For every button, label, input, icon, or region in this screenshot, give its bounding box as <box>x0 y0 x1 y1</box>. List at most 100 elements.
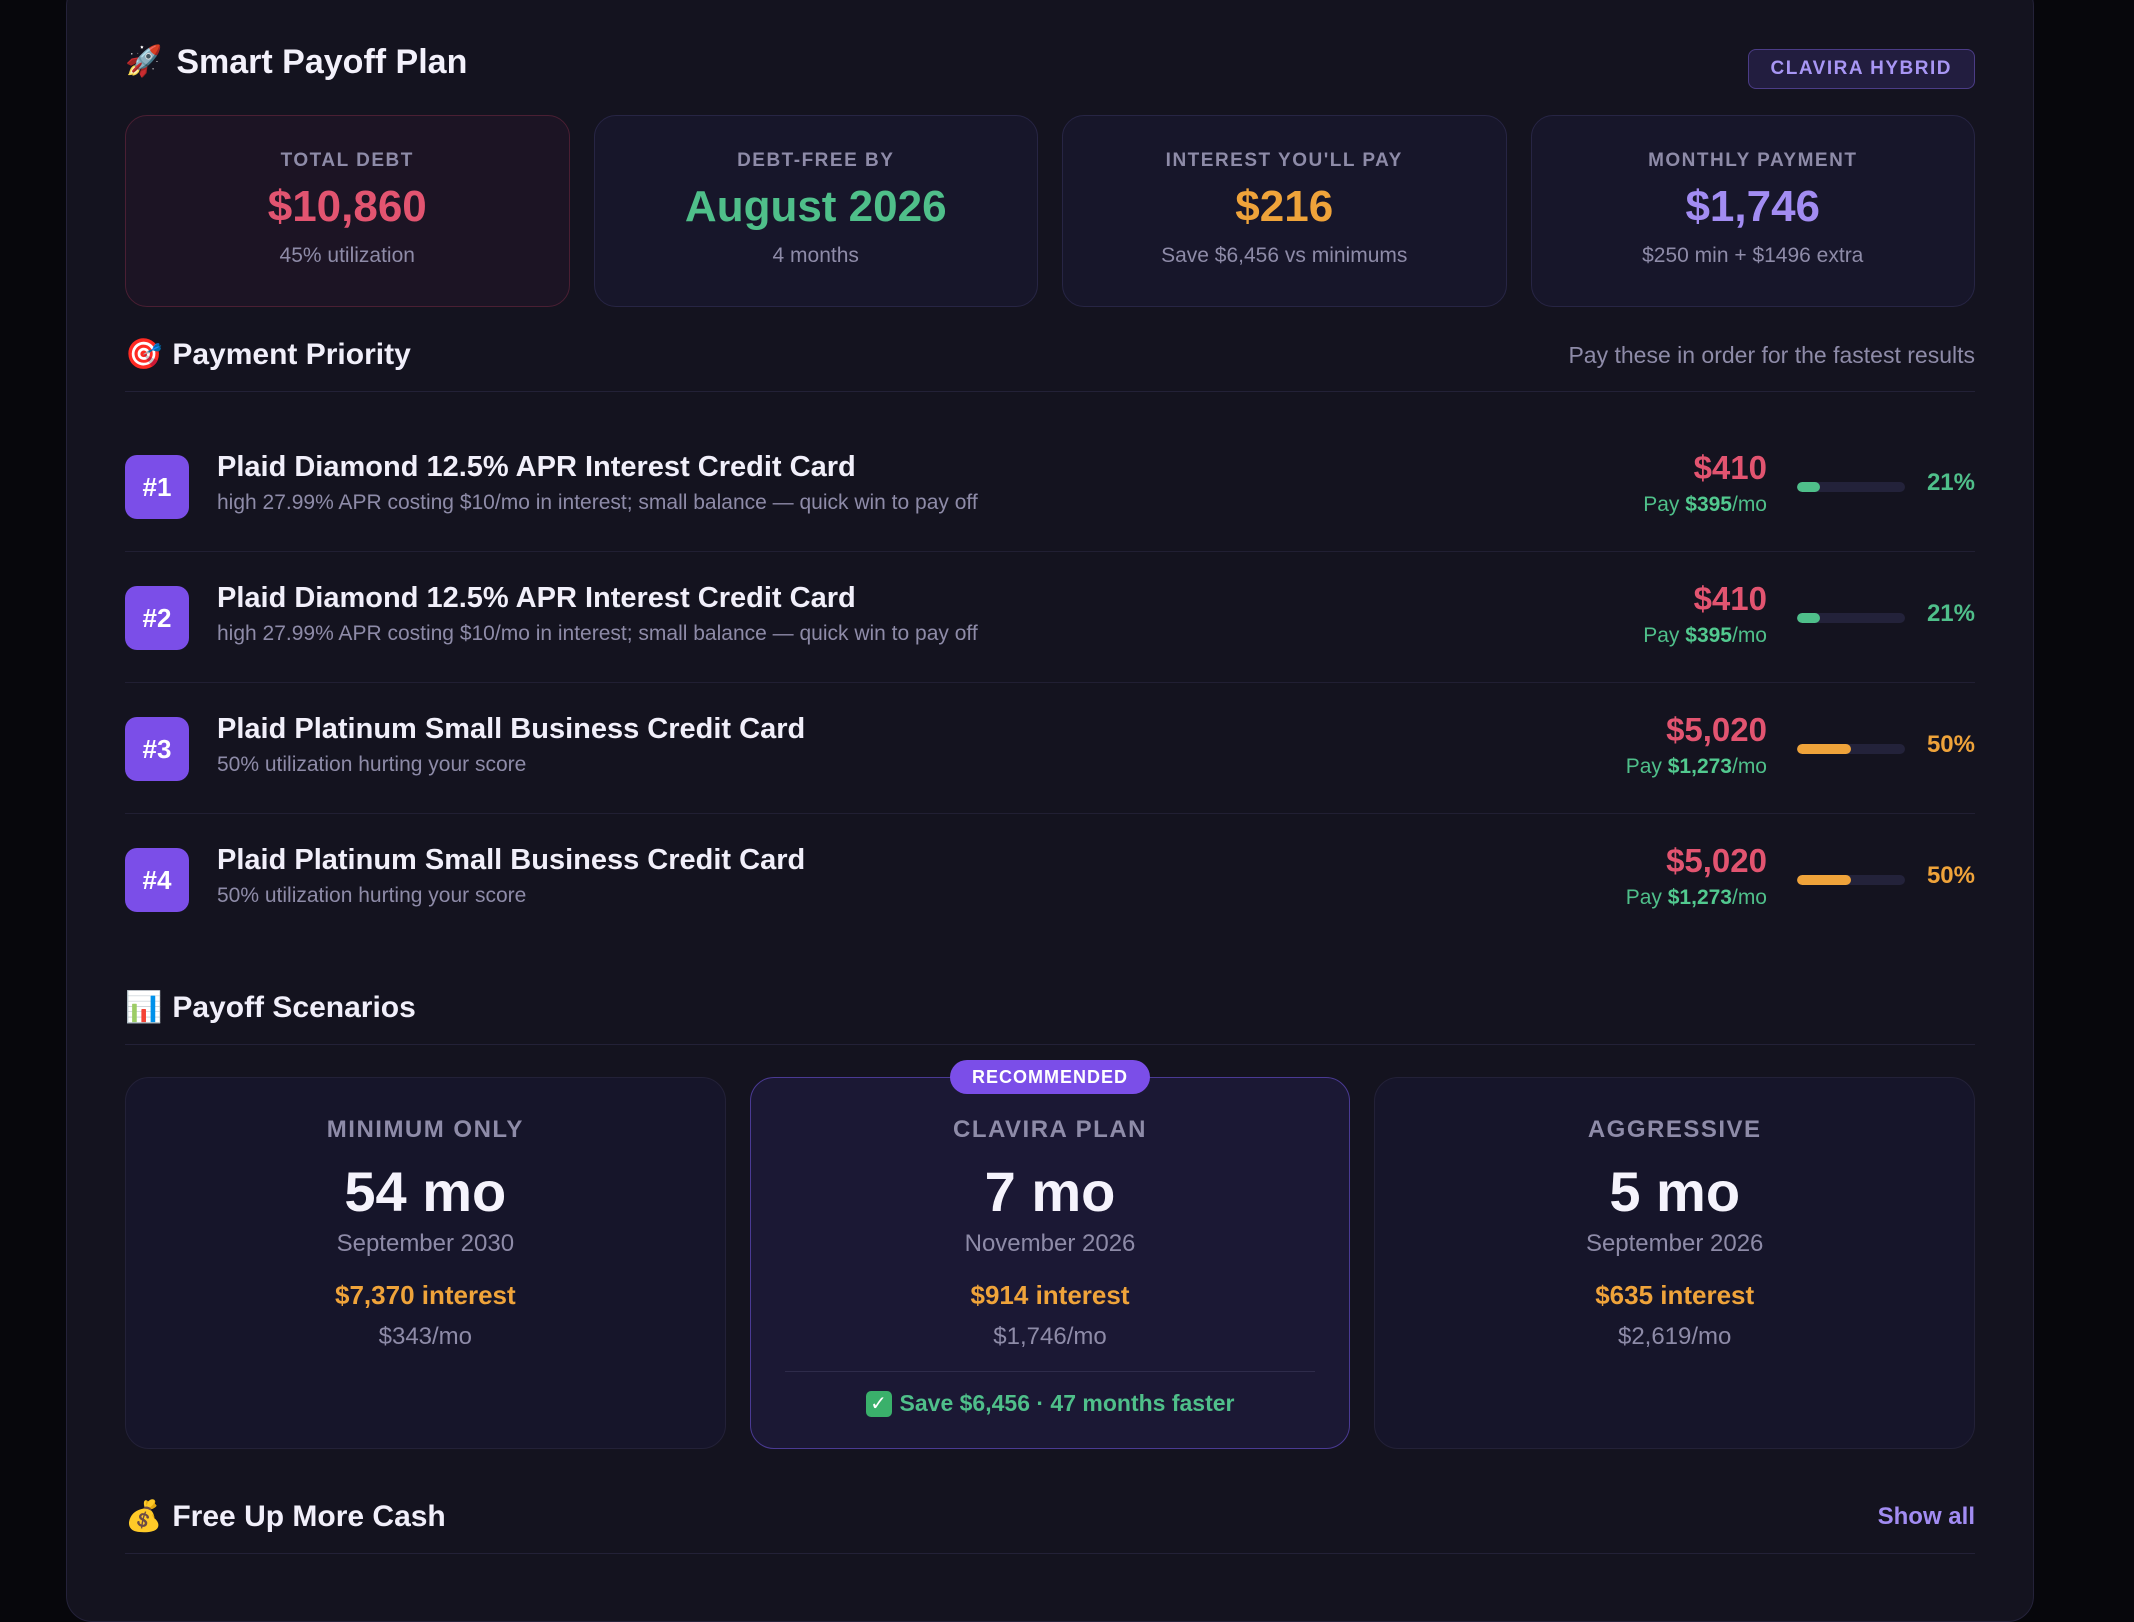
account-reason: 50% utilization hurting your score <box>217 884 527 907</box>
scenario-duration: 7 mo <box>984 1160 1116 1223</box>
stat-value: August 2026 <box>684 182 947 231</box>
show-all-link[interactable]: Show all <box>1877 1503 1975 1530</box>
scenario-label: AGGRESSIVE <box>1587 1116 1762 1143</box>
stat-subtext: Save $6,456 vs minimums <box>1161 244 1408 267</box>
rocket-icon: 🚀 <box>125 45 163 78</box>
check-icon: ✓ <box>865 1390 892 1417</box>
suggested-payment: Pay $395/mo <box>1643 493 1767 517</box>
section-title: 🎯 Payment Priority <box>125 331 411 379</box>
pay-amount: $1,273 <box>1667 755 1732 778</box>
scenario-monthly: $1,746/mo <box>993 1323 1107 1350</box>
scenario-payoff-date: September 2030 <box>336 1230 515 1257</box>
bar-chart-icon: 📊 <box>125 991 163 1024</box>
stat-cards: TOTAL DEBT $10,860 45% utilization DEBT-… <box>125 115 1975 307</box>
scenario-interest: $7,370 interest <box>335 1280 516 1310</box>
payoff-plan-panel: 🚀 Smart Payoff Plan CLAVIRA HYBRID TOTAL… <box>66 0 2034 1622</box>
pay-prefix: Pay <box>1625 755 1668 778</box>
stat-label: DEBT-FREE BY <box>737 150 895 171</box>
recommended-badge: RECOMMENDED <box>949 1060 1151 1094</box>
stat-card-monthly-payment: MONTHLY PAYMENT $1,746 $250 min + $1496 … <box>1530 115 1975 307</box>
suggested-payment: Pay $395/mo <box>1643 624 1767 648</box>
scenario-card-clavira[interactable]: RECOMMENDED CLAVIRA PLAN 7 mo November 2… <box>749 1060 1351 1449</box>
stat-card-interest: INTEREST YOU'LL PAY $216 Save $6,456 vs … <box>1062 115 1507 307</box>
account-reason: high 27.99% APR costing $10/mo in intere… <box>217 491 978 514</box>
utilization-bar-fill <box>1797 482 1820 492</box>
utilization-bar <box>1797 744 1905 754</box>
rank-badge: #1 <box>125 455 189 519</box>
stat-value: $10,860 <box>267 182 427 231</box>
utilization-percent: 21% <box>1926 600 1975 627</box>
suggested-payment: Pay $1,273/mo <box>1626 886 1767 910</box>
account-reason: 50% utilization hurting your score <box>217 753 527 776</box>
scenario-label: MINIMUM ONLY <box>326 1116 524 1143</box>
stat-card-debt-free-by: DEBT-FREE BY August 2026 4 months <box>593 115 1038 307</box>
pay-suffix: /mo <box>1731 755 1767 778</box>
utilization-bar-fill <box>1797 613 1820 623</box>
money-bag-icon: 💰 <box>125 1500 163 1533</box>
priority-row[interactable]: #4 Plaid Platinum Small Business Credit … <box>125 814 1975 944</box>
balance-amount: $5,020 <box>1666 711 1767 748</box>
priority-list: #1 Plaid Diamond 12.5% APR Interest Cred… <box>125 421 1975 944</box>
suggested-payment: Pay $1,273/mo <box>1626 755 1767 779</box>
utilization-bar-fill <box>1797 744 1851 754</box>
scenario-monthly: $2,619/mo <box>1617 1323 1732 1350</box>
stat-label: MONTHLY PAYMENT <box>1648 150 1858 171</box>
section-title: 📊 Payoff Scenarios <box>125 984 416 1032</box>
stat-label: INTEREST YOU'LL PAY <box>1165 150 1403 171</box>
utilization-bar-fill <box>1797 875 1851 885</box>
section-title-text: Payoff Scenarios <box>172 991 416 1024</box>
scenario-interest: $914 interest <box>970 1280 1130 1310</box>
pay-amount: $395 <box>1685 493 1732 516</box>
free-up-cash-header: 💰 Free Up More Cash Show all <box>125 1493 1975 1554</box>
plan-header: 🚀 Smart Payoff Plan CLAVIRA HYBRID <box>125 35 1975 89</box>
pay-prefix: Pay <box>1643 493 1686 516</box>
payment-priority-header: 🎯 Payment Priority Pay these in order fo… <box>125 331 1975 392</box>
stat-subtext: $250 min + $1496 extra <box>1642 244 1864 267</box>
priority-row[interactable]: #3 Plaid Platinum Small Business Credit … <box>125 683 1975 814</box>
scenario-monthly: $343/mo <box>378 1323 473 1350</box>
account-reason: high 27.99% APR costing $10/mo in intere… <box>217 622 978 645</box>
stat-value: $216 <box>1235 182 1334 231</box>
pay-prefix: Pay <box>1625 886 1668 909</box>
section-title: 💰 Free Up More Cash <box>125 1493 446 1541</box>
scenario-label: CLAVIRA PLAN <box>953 1116 1147 1143</box>
scenario-interest: $635 interest <box>1595 1280 1755 1310</box>
utilization-percent: 50% <box>1926 731 1975 758</box>
utilization-bar <box>1797 482 1905 492</box>
account-name: Plaid Diamond 12.5% APR Interest Credit … <box>217 451 856 483</box>
scenario-payoff-date: September 2026 <box>1585 1230 1764 1257</box>
account-name: Plaid Platinum Small Business Credit Car… <box>217 844 806 876</box>
scenario-card-minimum[interactable]: MINIMUM ONLY 54 mo September 2030 $7,370… <box>125 1077 726 1449</box>
pay-suffix: /mo <box>1731 493 1767 516</box>
stat-subtext: 4 months <box>772 244 859 267</box>
rank-badge: #4 <box>125 848 189 912</box>
priority-row[interactable]: #1 Plaid Diamond 12.5% APR Interest Cred… <box>125 421 1975 552</box>
pay-amount: $395 <box>1685 624 1732 647</box>
scenario-card-aggressive[interactable]: AGGRESSIVE 5 mo September 2026 $635 inte… <box>1374 1077 1976 1449</box>
stat-label: TOTAL DEBT <box>280 150 414 171</box>
utilization-percent: 50% <box>1926 862 1975 889</box>
payoff-scenarios-header: 📊 Payoff Scenarios <box>125 984 1975 1045</box>
scenario-duration: 54 mo <box>344 1160 507 1223</box>
utilization-bar <box>1797 613 1905 623</box>
scenario-payoff-date: November 2026 <box>964 1230 1136 1257</box>
plan-type-badge: CLAVIRA HYBRID <box>1747 49 1975 89</box>
balance-amount: $5,020 <box>1666 842 1767 879</box>
balance-amount: $410 <box>1693 449 1767 486</box>
utilization-bar <box>1797 875 1905 885</box>
stat-value: $1,746 <box>1685 182 1821 231</box>
divider <box>784 1371 1316 1372</box>
balance-amount: $410 <box>1693 580 1767 617</box>
account-name: Plaid Platinum Small Business Credit Car… <box>217 713 806 745</box>
pay-suffix: /mo <box>1731 624 1767 647</box>
scenario-cards: MINIMUM ONLY 54 mo September 2030 $7,370… <box>125 1060 1976 1449</box>
account-name: Plaid Diamond 12.5% APR Interest Credit … <box>217 582 856 614</box>
savings-text: Save $6,456 · 47 months faster <box>899 1390 1235 1416</box>
section-subtitle: Pay these in order for the fastest resul… <box>1568 342 1975 368</box>
pay-amount: $1,273 <box>1667 886 1732 909</box>
priority-row[interactable]: #2 Plaid Diamond 12.5% APR Interest Cred… <box>125 552 1975 683</box>
stat-card-total-debt: TOTAL DEBT $10,860 45% utilization <box>125 115 570 307</box>
rank-badge: #2 <box>125 586 189 650</box>
pay-suffix: /mo <box>1731 886 1767 909</box>
section-title-text: Free Up More Cash <box>172 1500 446 1533</box>
